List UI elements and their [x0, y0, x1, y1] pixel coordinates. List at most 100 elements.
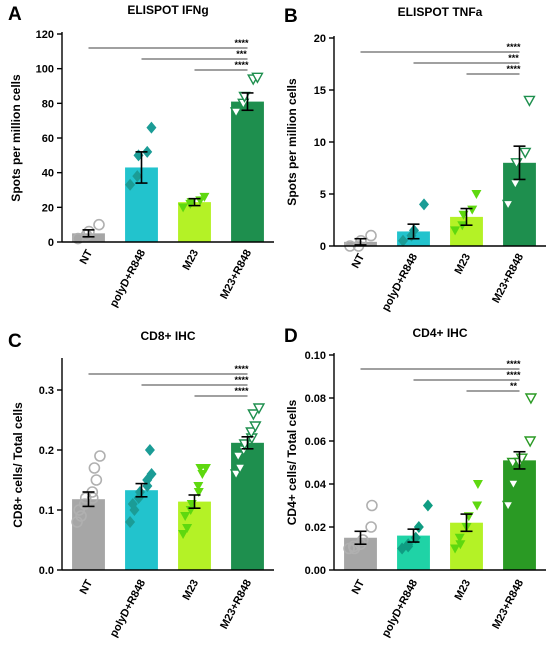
x-tick-label: NT [350, 252, 368, 271]
error-bar-3 [460, 207, 473, 226]
y-axis-label: CD8+ cells/ Total cells [11, 402, 25, 528]
bar-4 [231, 101, 264, 242]
data-point [455, 540, 466, 550]
data-point [403, 538, 414, 551]
data-point [229, 469, 243, 481]
data-point [471, 190, 482, 199]
data-point [229, 107, 243, 119]
error-bar-1 [354, 237, 367, 246]
data-point [88, 462, 101, 474]
error-bar-2 [135, 482, 148, 498]
panel-letter: C [8, 331, 22, 352]
error-bar-2 [407, 223, 420, 240]
y-tick-label: 20 [314, 33, 326, 45]
data-point [144, 444, 155, 456]
error-bar-1 [82, 491, 95, 508]
y-tick-label: 40 [42, 168, 54, 180]
data-point [247, 409, 260, 421]
data-point [472, 480, 483, 489]
x-tick-label: M23+R848 [218, 248, 254, 301]
error-bar-4 [241, 92, 254, 112]
data-point [245, 427, 258, 439]
data-point [94, 450, 106, 462]
y-tick-label: 0.1 [39, 505, 54, 517]
significance-label: **** [234, 364, 249, 374]
error-bar-4 [513, 145, 526, 181]
data-point [454, 533, 465, 543]
panel-c: C CD8+ IHC CD8+ cells/ Total cells 0.0 0.1 0.… [8, 329, 274, 639]
data-point [125, 178, 136, 191]
data-point [347, 540, 360, 553]
significance-label: *** [236, 49, 247, 59]
x-tick-label: M23 [181, 578, 202, 603]
significance-label: **** [506, 370, 521, 380]
data-point [135, 486, 145, 498]
y-tick-label: 0 [320, 241, 326, 253]
y-tick-label: 10 [314, 137, 326, 149]
x-tick-label: NT [78, 248, 96, 267]
y-tick-label: 0.2 [39, 445, 54, 457]
panel-d: D CD4+ IHC CD4+ cells/ Total cells 0.00 0.02… [284, 326, 546, 639]
y-tick-label: 0.00 [305, 565, 326, 577]
data-point [501, 199, 515, 211]
significance-label: **** [506, 359, 521, 369]
x-tick-label: M23+R848 [490, 252, 526, 305]
significance-label: **** [506, 64, 521, 74]
x-tick-label: polyD+R848 [380, 252, 420, 314]
data-point [199, 192, 210, 202]
data-point [501, 500, 515, 512]
data-point [450, 226, 461, 236]
data-point [365, 521, 377, 533]
data-point [450, 544, 461, 554]
error-bar-3 [188, 197, 201, 207]
error-bar-1 [82, 229, 95, 238]
data-point [75, 510, 87, 522]
data-point [193, 488, 204, 497]
error-bar-3 [188, 494, 201, 510]
data-point [472, 501, 483, 511]
bar-1 [72, 233, 105, 242]
chart-title: ELISPOT IFNg [127, 3, 208, 17]
bar-4 [231, 442, 264, 570]
data-point [71, 516, 83, 528]
chart-title: CD4+ IHC [412, 326, 467, 340]
y-tick-label: 80 [42, 98, 54, 110]
data-point [79, 492, 92, 504]
x-tick-label: polyD+R848 [108, 248, 148, 310]
y-axis-label: Spots per million cells [9, 74, 23, 202]
error-bar-4 [513, 450, 526, 470]
y-axis-label: Spots per million cells [285, 78, 299, 206]
data-point [180, 512, 191, 521]
chart-title: CD8+ IHC [140, 329, 195, 343]
significance-label: **** [234, 60, 249, 70]
bar-1 [72, 499, 105, 570]
data-point [233, 463, 247, 475]
significance-label: **** [234, 38, 249, 48]
data-point [523, 95, 536, 107]
significance-label: **** [506, 42, 521, 52]
data-point [507, 479, 520, 491]
data-point [422, 499, 433, 512]
x-tick-label: M23 [181, 248, 202, 273]
error-bar-2 [135, 151, 148, 184]
data-point [127, 498, 138, 510]
data-point [178, 530, 189, 539]
panel-letter: D [284, 326, 298, 347]
panel-a: A ELISPOT IFNg Spots per million cells 0 20 4… [8, 3, 274, 309]
x-tick-label: M23+R848 [218, 578, 254, 631]
panel-letter: A [8, 4, 22, 25]
y-tick-label: 0.02 [305, 522, 326, 534]
y-tick-label: 120 [36, 29, 54, 41]
significance-label: **** [234, 375, 249, 385]
data-point [251, 72, 264, 84]
data-point [398, 234, 408, 247]
data-point [178, 203, 189, 213]
x-tick-label: M23+R848 [490, 578, 526, 631]
data-point [193, 482, 204, 491]
x-tick-label: M23 [453, 578, 474, 603]
chart-title: ELISPOT TNFa [398, 5, 483, 19]
y-tick-label: 15 [314, 85, 326, 97]
data-point [182, 524, 193, 533]
data-point [252, 403, 266, 415]
